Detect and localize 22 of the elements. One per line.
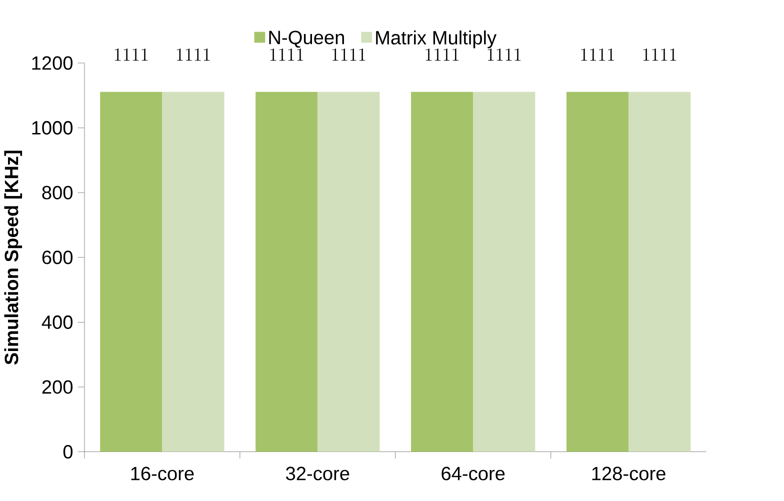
data-label: 1111 xyxy=(332,48,366,60)
legend-label: N-Queen xyxy=(269,30,344,48)
y-tick-label: 800 xyxy=(42,186,73,200)
y-tick-label: 200 xyxy=(42,380,73,394)
x-tick-label: 128-core xyxy=(592,466,666,480)
x-tick-label: 16-core xyxy=(131,466,194,480)
y-tick-label: 400 xyxy=(42,315,73,329)
x-tick-label: 64-core xyxy=(442,466,505,480)
y-tick-label: 1000 xyxy=(32,120,73,134)
data-label: 1111 xyxy=(270,48,304,60)
y-tick-label: 0 xyxy=(63,444,73,458)
data-label: 1111 xyxy=(426,48,459,60)
data-label: 1111 xyxy=(643,48,676,60)
data-label: 1111 xyxy=(114,48,148,60)
y-tick-label: 1200 xyxy=(32,56,73,70)
data-label: 1111 xyxy=(488,48,521,60)
legend-label: Matrix Multiply xyxy=(376,30,497,48)
y-axis-title: Simulation Speed [KHz] xyxy=(4,150,22,364)
data-label: 1111 xyxy=(581,48,614,60)
y-tick-label: 600 xyxy=(42,250,73,264)
x-tick-label: 32-core xyxy=(286,466,350,480)
data-label: 1111 xyxy=(176,48,210,60)
